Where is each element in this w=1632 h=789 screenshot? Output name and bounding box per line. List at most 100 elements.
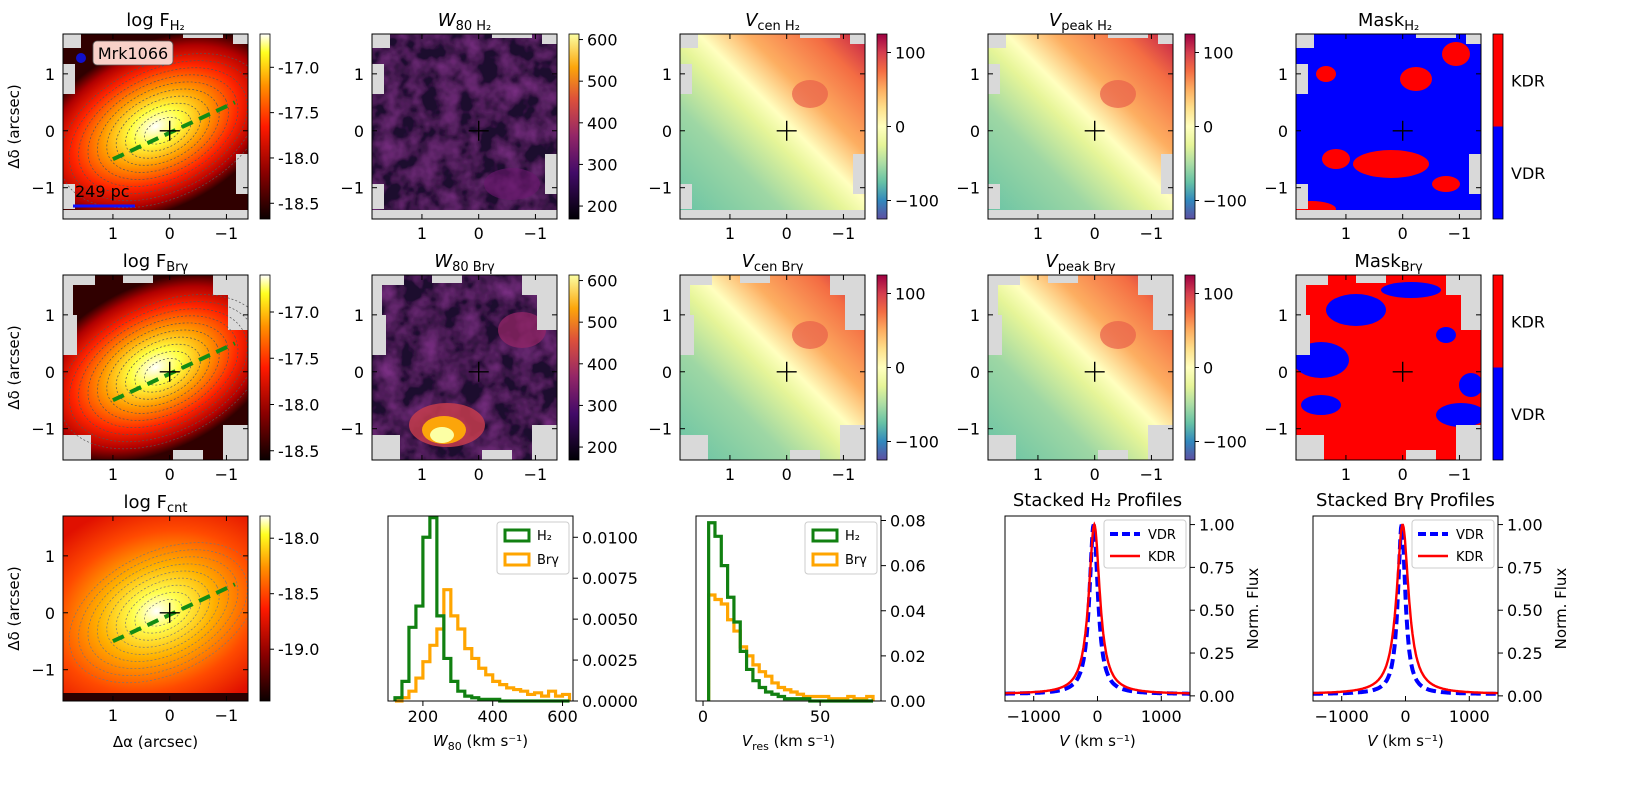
y-tick-label: 0 bbox=[970, 363, 980, 382]
nodata-patch bbox=[372, 435, 400, 460]
y-tick-label: 1 bbox=[45, 547, 55, 566]
legend-label: VDR bbox=[1148, 528, 1176, 543]
legend-label: Brγ bbox=[845, 553, 867, 568]
y-tick-label: 0 bbox=[1278, 363, 1288, 382]
y-tick-label: 1 bbox=[970, 65, 980, 84]
legend-swatch bbox=[811, 552, 839, 567]
panel-image bbox=[988, 34, 1173, 219]
panel-title-main: W bbox=[438, 10, 457, 31]
x-tick-label: 1 bbox=[725, 465, 735, 484]
panel-title-sub: Brγ bbox=[1401, 260, 1423, 275]
panel-title-sub: cnt bbox=[167, 501, 187, 516]
nodata-patch bbox=[988, 435, 1016, 460]
x-tick-label: 1 bbox=[1341, 465, 1351, 484]
nodata-patch bbox=[372, 210, 557, 219]
contour bbox=[97, 322, 229, 421]
nodata-patch bbox=[223, 425, 248, 460]
cbar-w80-brg-label: 400 bbox=[587, 355, 618, 374]
nodata-patch bbox=[123, 275, 153, 283]
panel-vres_hist: 0 50 0.00 0.02 0.04 0.06 0.08 Vres (km s⁻¹) H₂ Br… bbox=[695, 512, 926, 753]
cbar-flux-h2-label: -17.5 bbox=[278, 104, 319, 123]
cbar-flux-brg-label: -18.0 bbox=[278, 396, 319, 415]
y-tick-label: 0 bbox=[45, 604, 55, 623]
cbar-mask-1-bar bbox=[1492, 274, 1504, 461]
y-tick-label: 0 bbox=[45, 122, 55, 141]
contour bbox=[87, 315, 239, 428]
contour bbox=[106, 570, 220, 655]
profile-line-kdr bbox=[1313, 523, 1499, 695]
contour bbox=[97, 563, 229, 662]
panel-vel-brg: 1 0 −1 1 0 −1 Vcen Brγ bbox=[648, 251, 866, 484]
w80-peak bbox=[430, 427, 454, 443]
y-tick-label: −1 bbox=[1264, 179, 1288, 198]
nodata-patch bbox=[1456, 425, 1481, 460]
nodata-patch bbox=[1098, 450, 1128, 460]
nodata-patch bbox=[680, 275, 690, 315]
y-tick-label: 0.0050 bbox=[582, 610, 638, 629]
panel-title-sub: peak Brγ bbox=[1058, 260, 1116, 275]
y-tick-label: 0.50 bbox=[1507, 601, 1543, 620]
nodata-patch bbox=[372, 34, 390, 48]
nodata-patch bbox=[790, 450, 820, 460]
cbar-flux-cnt: -18.0 -18.5 -19.0 bbox=[259, 515, 319, 702]
cbar-vel-cen-1-label: −100 bbox=[895, 433, 939, 452]
panel-title: Stacked H₂ Profiles bbox=[1013, 490, 1182, 511]
cbar-w80-h2-label: 600 bbox=[587, 31, 618, 50]
nodata-patch bbox=[1158, 34, 1173, 44]
nodata-patch bbox=[1296, 64, 1308, 94]
nodata-patch bbox=[1466, 34, 1481, 44]
panel-image bbox=[63, 275, 248, 460]
y-axis-label: Norm. Flux bbox=[1552, 568, 1570, 650]
panel-w80-h2: 1 0 −1 1 0 −1 W80 H₂ bbox=[340, 10, 558, 243]
legend-label: H₂ bbox=[845, 529, 860, 544]
cbar-vel-cen-0-label: 0 bbox=[895, 118, 905, 137]
nodata-patch bbox=[545, 154, 557, 194]
nodata-patch bbox=[63, 435, 91, 460]
nodata-patch bbox=[1296, 210, 1481, 219]
nodata-patch bbox=[1461, 295, 1481, 330]
flux-image bbox=[63, 275, 248, 460]
cbar-vel-peak-0-label: 100 bbox=[1203, 44, 1234, 63]
panel-image bbox=[680, 275, 865, 460]
galaxy-label-box bbox=[92, 40, 174, 66]
cbar-mask-0-label: VDR bbox=[1511, 164, 1545, 183]
cbar-flux-cnt-label: -18.0 bbox=[278, 529, 319, 548]
panel-image bbox=[1296, 34, 1481, 219]
cbar-w80-h2-bar bbox=[568, 33, 580, 220]
y-tick-label: 1 bbox=[45, 306, 55, 325]
nodata-patch bbox=[1406, 450, 1436, 460]
mask-kdr-region bbox=[1316, 66, 1336, 82]
axes-frame bbox=[387, 515, 574, 702]
galaxy-marker-dot bbox=[76, 53, 86, 63]
nodata-patch bbox=[173, 450, 203, 460]
contour bbox=[78, 67, 248, 195]
velocity-blob bbox=[792, 80, 828, 108]
nodata-patch bbox=[680, 184, 692, 209]
panel-title: Vcen H₂ bbox=[745, 10, 800, 34]
y-tick-label: 0.0075 bbox=[582, 569, 638, 588]
velocity-blob bbox=[1100, 80, 1136, 108]
y-tick-label: −1 bbox=[1264, 420, 1288, 439]
cbar-w80-brg-label: 600 bbox=[587, 272, 618, 291]
panel-image bbox=[372, 275, 557, 460]
legend-box bbox=[804, 521, 878, 575]
panel-title: W80 H₂ bbox=[438, 10, 491, 34]
cbar-vel-peak-1-label: 0 bbox=[1203, 359, 1213, 378]
x-axis-label-sub: res bbox=[752, 740, 769, 753]
velocity-blob bbox=[792, 321, 828, 349]
nodata-patch bbox=[183, 34, 223, 38]
y-tick-label: −1 bbox=[31, 179, 55, 198]
y-tick-label: 1 bbox=[662, 65, 672, 84]
panel-image bbox=[988, 275, 1173, 460]
axes-frame bbox=[1295, 33, 1482, 220]
nodata-patch bbox=[1048, 275, 1078, 283]
x-tick-label: 1 bbox=[417, 465, 427, 484]
legend-label: H₂ bbox=[537, 529, 552, 544]
x-tick-label: −1 bbox=[524, 465, 548, 484]
panel-title: log Fcnt bbox=[124, 492, 188, 516]
nodata-patch bbox=[845, 295, 865, 330]
nodata-patch bbox=[680, 64, 692, 94]
nodata-patch bbox=[1138, 275, 1173, 295]
x-axis-label-main: V bbox=[1059, 732, 1071, 750]
